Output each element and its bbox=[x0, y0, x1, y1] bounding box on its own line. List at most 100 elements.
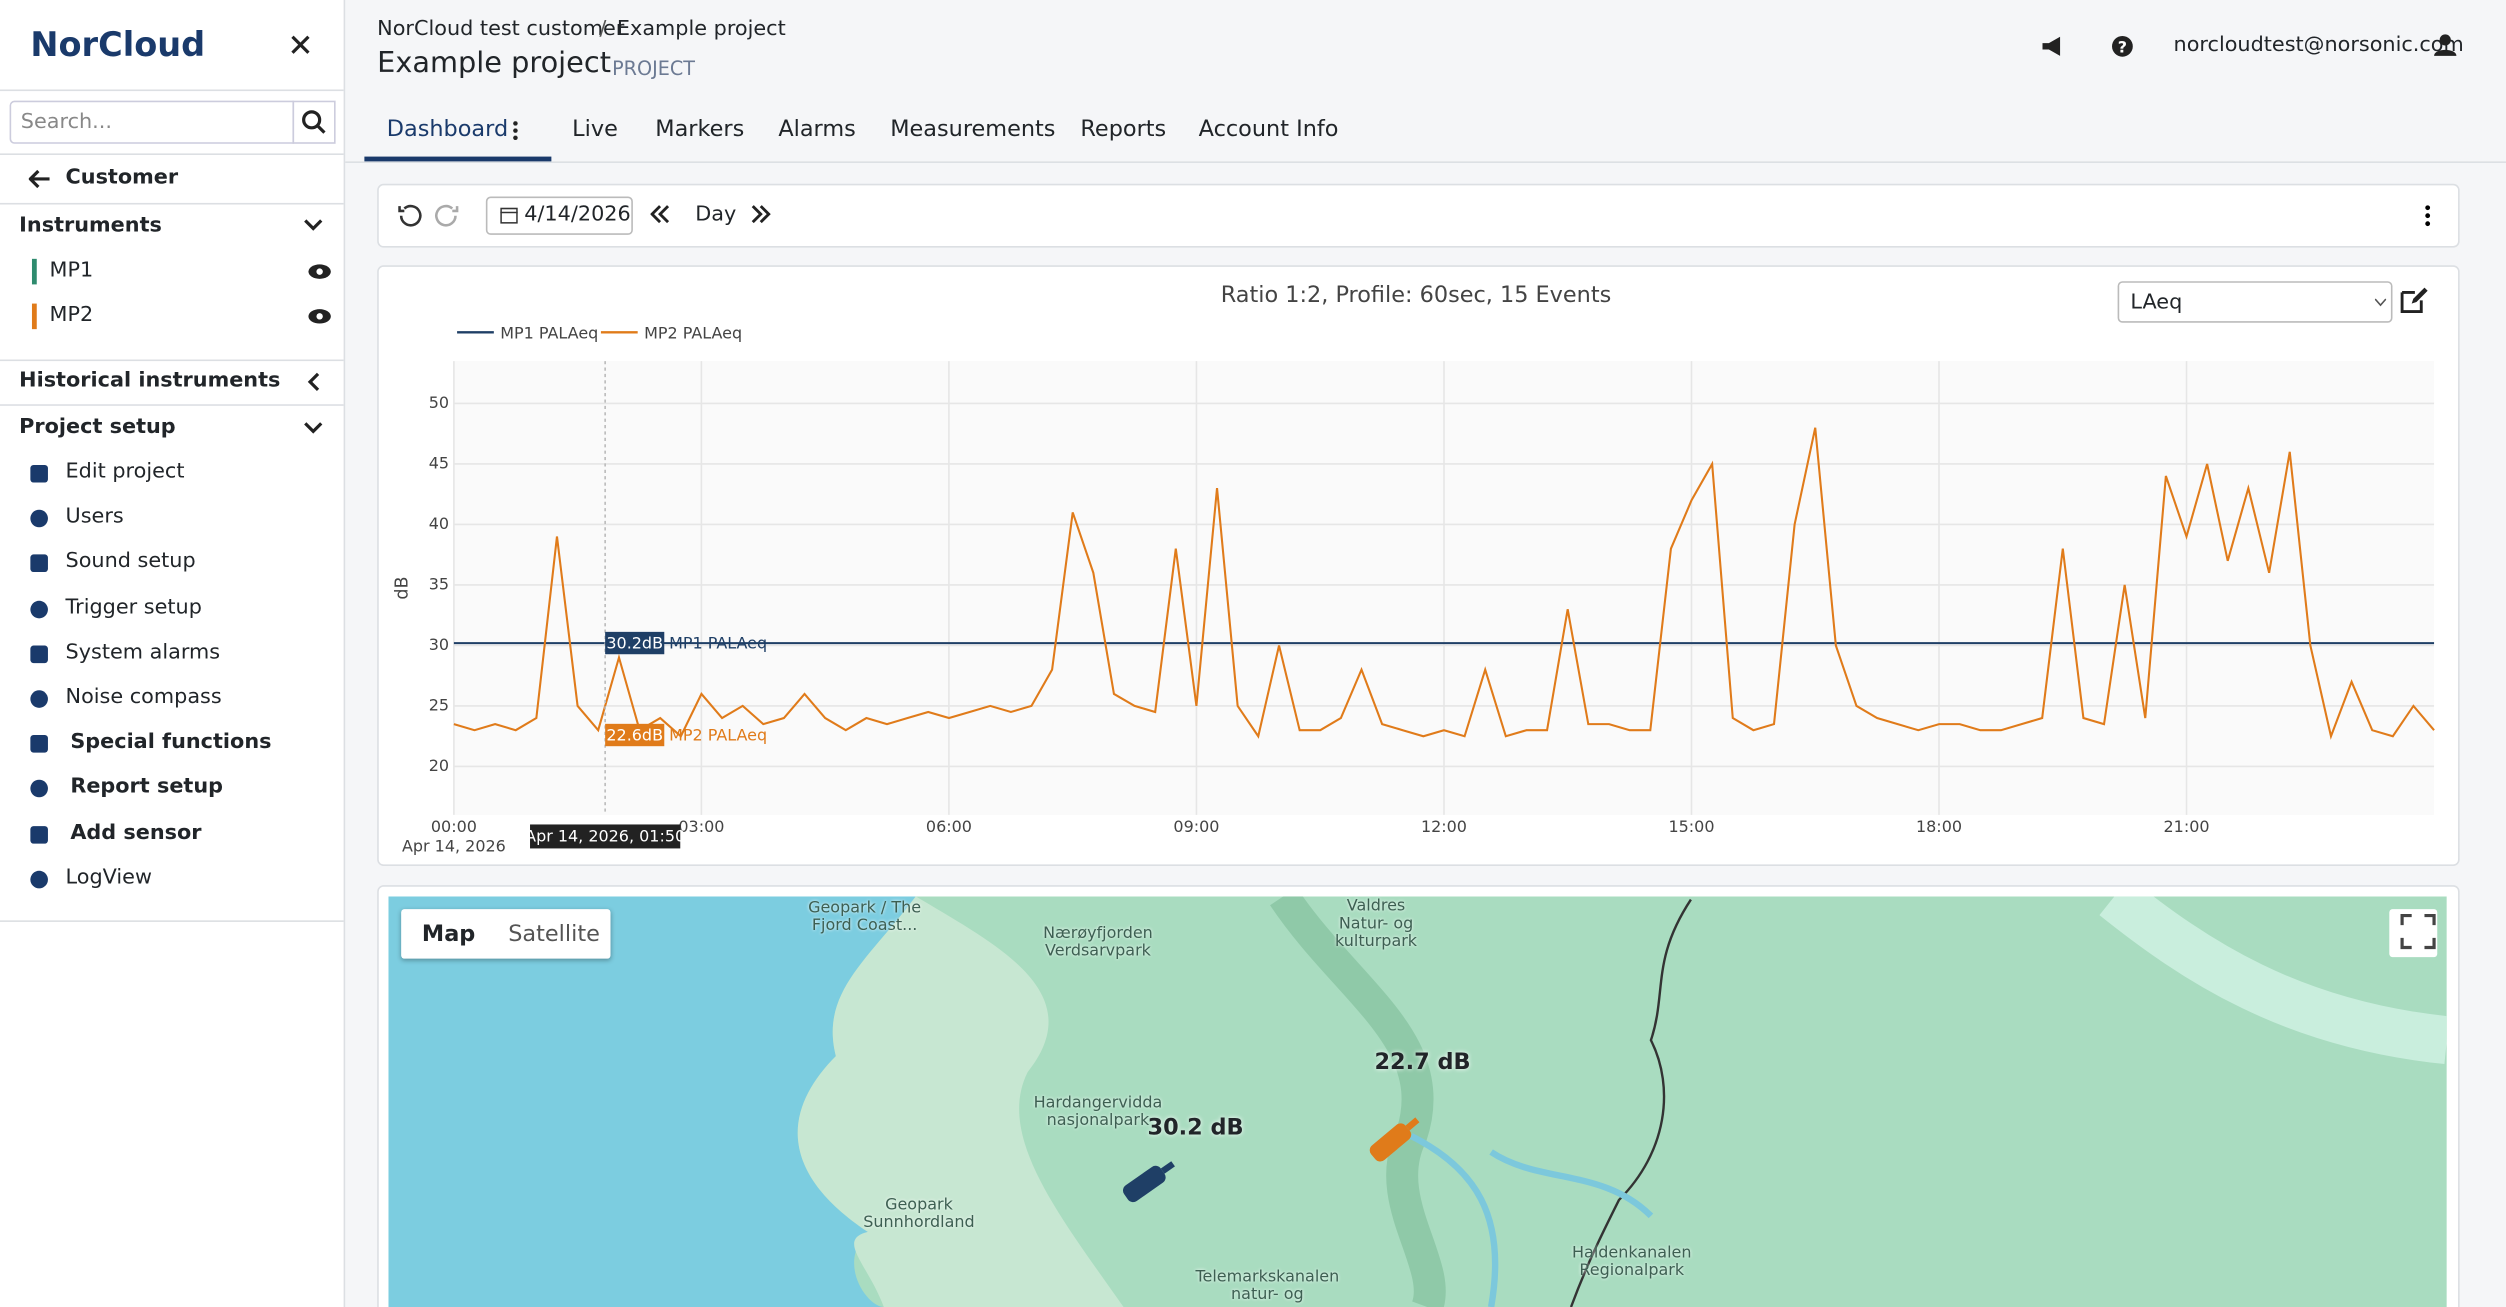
x-tick-label: 00:00 bbox=[431, 817, 477, 836]
menu-icon bbox=[30, 555, 48, 573]
x-tick-label: 12:00 bbox=[1421, 817, 1467, 836]
map-place-label: Haldenkanalen bbox=[1572, 1244, 1692, 1263]
date: 4/14/2026 bbox=[524, 202, 631, 227]
hover-series: MP1 PALAeq bbox=[669, 633, 767, 652]
tab[interactable]: Markers bbox=[655, 116, 745, 143]
menu-item[interactable]: Report setup bbox=[70, 775, 224, 800]
page-title: Example project bbox=[377, 46, 611, 80]
map-place-label: Fjord Coast... bbox=[811, 917, 918, 935]
history-icons[interactable] bbox=[396, 203, 492, 229]
menu-item[interactable]: Noise compass bbox=[65, 685, 222, 710]
section-header[interactable]: Instruments bbox=[19, 214, 162, 239]
hover-badge bbox=[605, 723, 665, 747]
menu-item[interactable]: Users bbox=[65, 505, 124, 530]
chart-title: Ratio 1:2, Profile: 60sec, 15 Events bbox=[1221, 282, 1612, 308]
map-place-label: Hardangervidda bbox=[1033, 1094, 1163, 1113]
y-tick-label: 40 bbox=[429, 514, 449, 533]
chevron bbox=[304, 422, 323, 434]
visibility-icons[interactable] bbox=[307, 262, 333, 326]
hover-value: 22.6dB bbox=[606, 725, 663, 744]
legend-label[interactable]: MP2 PALAeq bbox=[644, 323, 742, 342]
kebab-menu[interactable] bbox=[2424, 205, 2431, 227]
search-button[interactable] bbox=[292, 100, 336, 144]
search-input[interactable]: Search... bbox=[9, 100, 295, 144]
x-tick-label: 15:00 bbox=[1668, 817, 1714, 836]
hover-x-box bbox=[530, 824, 681, 849]
period[interactable]: Day bbox=[695, 202, 737, 227]
date-picker[interactable]: 4/14/2026 bbox=[485, 196, 633, 235]
menu-icon bbox=[30, 600, 48, 618]
x-sublabel: Apr 14, 2026 bbox=[402, 836, 506, 855]
menu-item[interactable]: System alarms bbox=[65, 640, 221, 665]
menu-item[interactable]: Edit project bbox=[65, 460, 185, 485]
menu-icon bbox=[30, 825, 48, 843]
legend-label[interactable]: MP1 PALAeq bbox=[500, 323, 598, 342]
tab[interactable]: Measurements bbox=[890, 116, 1056, 143]
tab-menu[interactable] bbox=[513, 119, 518, 141]
menu-item[interactable]: Sound setup bbox=[65, 550, 196, 575]
map-place-label: nasjonalpark bbox=[1046, 1112, 1150, 1130]
hover-series: MP2 PALAeq bbox=[669, 725, 767, 744]
map-marker-label: 22.7 dB bbox=[1374, 1049, 1471, 1076]
menu-icon bbox=[30, 780, 48, 798]
map-place-label: Natur- og bbox=[1338, 915, 1414, 934]
menu-item[interactable]: Trigger setup bbox=[65, 595, 202, 620]
map-button[interactable]: Satellite bbox=[508, 921, 600, 948]
x-tick-label: 03:00 bbox=[678, 817, 724, 836]
metric-select[interactable]: LAeq bbox=[2117, 281, 2393, 323]
menu-item[interactable]: Add sensor bbox=[70, 820, 202, 845]
y-tick-label: 25 bbox=[429, 695, 449, 714]
y-tick-label: 30 bbox=[429, 635, 449, 654]
tab[interactable]: Live bbox=[572, 116, 618, 143]
map-button[interactable]: Map bbox=[421, 921, 476, 948]
y-tick-label: 50 bbox=[429, 393, 449, 412]
instrument[interactable]: MP1 bbox=[49, 258, 94, 283]
map-place-label: Telemarkskanalen bbox=[1195, 1268, 1340, 1287]
user-icon bbox=[2434, 34, 2457, 56]
tab[interactable]: Dashboard bbox=[386, 116, 509, 143]
sidebar: NorCloud Search... Customer Instruments … bbox=[0, 0, 346, 1307]
tab[interactable]: Account Info bbox=[1198, 116, 1339, 143]
menu-item[interactable]: Special functions bbox=[70, 730, 272, 755]
close-button[interactable] bbox=[291, 35, 310, 54]
map-marker-label: 30.2 dB bbox=[1147, 1115, 1244, 1141]
hover-x-label: Apr 14, 2026, 01:50 bbox=[525, 827, 685, 846]
header-icons[interactable]: ? bbox=[2039, 34, 2231, 60]
menu-icon bbox=[30, 690, 48, 708]
back-link[interactable]: Customer bbox=[65, 166, 179, 191]
menu-icon bbox=[30, 735, 48, 753]
edit-button[interactable] bbox=[2400, 286, 2429, 315]
series-line bbox=[453, 427, 2435, 740]
section-header[interactable]: Project setup bbox=[19, 415, 176, 440]
badge: PROJECT bbox=[612, 57, 695, 80]
x-tick-label: 21:00 bbox=[2164, 817, 2210, 836]
y-tick-label: 45 bbox=[429, 453, 449, 472]
map-place-label: Regionalpark bbox=[1579, 1262, 1685, 1280]
tab[interactable]: Reports bbox=[1080, 116, 1167, 143]
instrument[interactable]: MP2 bbox=[49, 303, 94, 328]
map-place-label: Geopark bbox=[885, 1196, 953, 1215]
menu-icon bbox=[30, 870, 48, 889]
x-tick-label: 06:00 bbox=[926, 817, 972, 836]
nav-arrows[interactable] bbox=[650, 205, 778, 224]
map-place-label: kulturpark bbox=[1334, 933, 1418, 951]
section-header[interactable]: Historical instruments bbox=[19, 369, 281, 394]
chevron bbox=[304, 219, 323, 231]
toolbar: 4/14/2026 Day bbox=[377, 183, 2460, 248]
map-place-label: natur- og bbox=[1231, 1286, 1304, 1304]
menu-icon bbox=[30, 645, 48, 663]
y-axis-label: dB bbox=[393, 576, 413, 599]
tab[interactable]: Alarms bbox=[778, 116, 856, 143]
x-tick-label: 09:00 bbox=[1173, 817, 1219, 836]
menu-item[interactable]: LogView bbox=[65, 865, 152, 890]
y-tick-label: 20 bbox=[429, 756, 449, 775]
map-place-label: Sunnhordland bbox=[863, 1214, 975, 1232]
user-email[interactable]: norcloudtest@norsonic.com bbox=[2173, 33, 2464, 58]
svg-text:?: ? bbox=[2118, 38, 2127, 57]
map-place-label: Geopark / The bbox=[808, 899, 922, 918]
map-place-label: Valdres bbox=[1346, 897, 1406, 916]
back-icon bbox=[28, 169, 50, 189]
breadcrumb[interactable]: NorCloud test customer bbox=[377, 17, 625, 42]
